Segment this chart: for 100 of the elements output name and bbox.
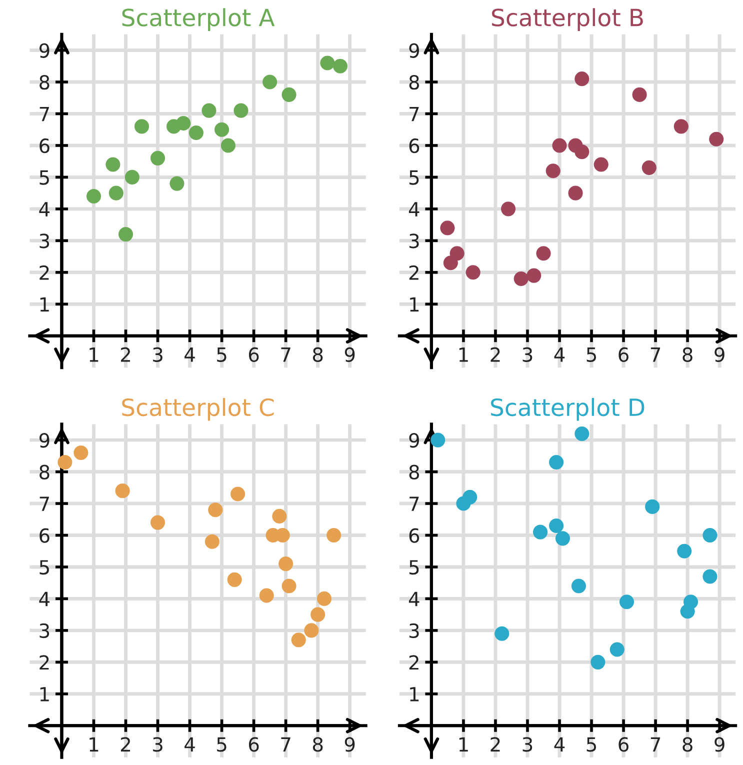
x-tick-label: 1 [459, 737, 468, 752]
point [645, 499, 660, 514]
point [272, 508, 287, 524]
point [134, 119, 150, 134]
y-tick-label: 6 [409, 528, 420, 543]
y-tick-label: 1 [40, 687, 49, 702]
x-tick-label: 5 [217, 348, 226, 362]
point [86, 188, 102, 204]
point [150, 515, 166, 530]
point [568, 186, 583, 200]
point [310, 607, 326, 622]
y-tick-label: 6 [409, 138, 420, 154]
point [230, 486, 246, 502]
point [234, 103, 248, 118]
x-tick-label: 3 [153, 737, 162, 752]
point [320, 56, 335, 70]
x-tick-label: 1 [90, 348, 98, 362]
y-tick-label: 5 [409, 170, 419, 185]
y-tick-label: 2 [40, 265, 49, 280]
point [450, 246, 464, 261]
y-tick-label: 8 [40, 464, 50, 480]
point [282, 87, 296, 102]
point [494, 626, 510, 641]
point [574, 144, 590, 160]
point [466, 265, 480, 280]
x-tick-label: 4 [554, 348, 565, 362]
point [610, 642, 624, 657]
point [282, 578, 296, 594]
chart-title: Scatterplot D [491, 398, 644, 421]
point [108, 186, 124, 200]
y-tick-label: 5 [40, 560, 49, 575]
point [106, 157, 120, 172]
point [188, 126, 204, 140]
point [549, 518, 564, 534]
point [278, 556, 294, 572]
x-tick-label: 7 [650, 737, 660, 752]
point [202, 103, 216, 118]
point [262, 74, 278, 90]
x-tick-label: 8 [312, 737, 323, 752]
x-tick-label: 2 [120, 737, 130, 752]
point [549, 454, 564, 470]
point [552, 138, 567, 153]
point [430, 432, 446, 448]
x-tick-label: 7 [281, 348, 290, 362]
point [501, 202, 516, 216]
y-tick-label: 3 [409, 623, 419, 638]
point [632, 87, 647, 102]
y-tick-label: 8 [40, 74, 50, 90]
point [170, 176, 184, 191]
x-tick-label: 2 [120, 347, 130, 362]
x-tick-label: 6 [248, 347, 259, 362]
point [536, 246, 551, 261]
y-tick-label: 6 [40, 528, 50, 543]
point [74, 445, 88, 460]
x-tick-label: 8 [312, 347, 323, 362]
x-tick-label: 8 [682, 737, 692, 752]
point [594, 157, 608, 172]
x-tick-label: 6 [618, 347, 628, 362]
point [590, 654, 606, 670]
y-tick-label: 4 [39, 202, 50, 216]
y-tick-label: 2 [409, 265, 418, 280]
y-tick-label: 4 [408, 202, 420, 216]
point [204, 534, 220, 549]
point [124, 170, 140, 184]
point [677, 544, 692, 558]
y-tick-label: 1 [410, 687, 419, 702]
y-tick-label: 9 [39, 43, 50, 58]
point [440, 220, 455, 236]
x-tick-label: 7 [281, 737, 290, 752]
x-tick-label: 3 [522, 737, 532, 752]
point [574, 72, 590, 86]
x-tick-label: 4 [184, 348, 195, 362]
y-tick-label: 9 [409, 43, 419, 58]
x-tick-label: 4 [554, 737, 565, 752]
point [514, 271, 528, 286]
point [304, 623, 319, 638]
y-tick-label: 7 [410, 496, 419, 511]
point [326, 528, 342, 543]
y-tick-label: 4 [408, 592, 420, 606]
point [571, 578, 586, 594]
x-tick-label: 2 [490, 347, 500, 362]
x-tick-label: 6 [248, 737, 259, 752]
point [555, 531, 570, 546]
chart-title: Scatterplot B [492, 8, 643, 31]
y-tick-label: 8 [409, 464, 420, 480]
y-tick-label: 5 [40, 170, 49, 185]
chart-title: Scatterplot A [122, 8, 275, 31]
x-tick-label: 8 [682, 347, 692, 362]
y-tick-label: 7 [40, 106, 49, 122]
point [533, 524, 548, 540]
x-tick-label: 9 [344, 737, 355, 752]
point [115, 484, 130, 498]
x-tick-label: 3 [522, 347, 532, 362]
x-tick-label: 4 [184, 737, 195, 752]
x-tick-label: 9 [714, 347, 724, 362]
point [683, 594, 698, 610]
x-tick-label: 5 [586, 737, 596, 752]
point [291, 632, 306, 648]
point [118, 227, 134, 242]
y-tick-label: 9 [39, 433, 50, 448]
